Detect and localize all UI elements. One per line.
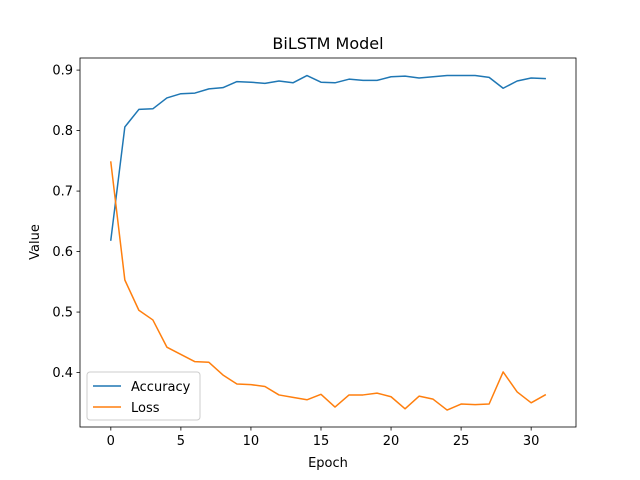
x-axis-label: Epoch	[308, 456, 348, 471]
y-tick-label: 0.8	[52, 124, 73, 139]
y-tick-label: 0.7	[52, 185, 73, 200]
chart-title: BiLSTM Model	[272, 34, 383, 53]
x-tick-label: 20	[383, 434, 400, 449]
x-tick-label: 0	[107, 434, 115, 449]
legend-items: Accuracy Loss	[93, 380, 191, 416]
y-axis-ticks: 0.4 0.5 0.6 0.7 0.8 0.9	[52, 64, 80, 381]
series-layer	[109, 74, 547, 411]
y-axis-label: Value	[28, 224, 43, 260]
y-tick-label: 0.5	[52, 306, 73, 321]
x-tick-label: 10	[243, 434, 260, 449]
y-tick-label: 0.4	[52, 366, 73, 381]
series-line-loss	[109, 161, 547, 411]
x-tick-label: 25	[453, 434, 470, 449]
legend: Accuracy Loss	[86, 371, 201, 421]
plot-area	[79, 57, 577, 428]
legend-label-loss: Loss	[131, 401, 160, 416]
x-axis-ticks: 0 5 10 15 20 25 30	[107, 427, 540, 449]
x-tick-label: 30	[523, 434, 540, 449]
series-line-accuracy	[109, 74, 546, 241]
x-tick-label: 15	[313, 434, 330, 449]
y-tick-label: 0.6	[52, 245, 73, 260]
y-tick-label: 0.9	[52, 64, 73, 79]
legend-box	[86, 371, 201, 421]
x-tick-label: 5	[177, 434, 185, 449]
plot-background	[80, 58, 576, 427]
legend-label-accuracy: Accuracy	[131, 380, 191, 395]
plot-frame	[79, 57, 577, 428]
